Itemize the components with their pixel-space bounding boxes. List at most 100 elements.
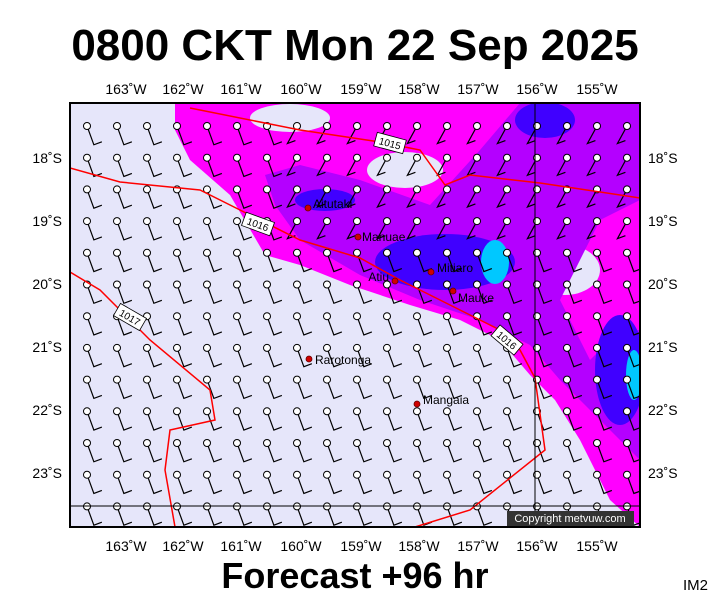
lon-label-bottom: 159˚W (340, 538, 382, 554)
wind-barb (116, 284, 133, 305)
wind-barb (116, 252, 133, 273)
station (413, 312, 421, 321)
wind-barb (476, 411, 493, 431)
station (353, 185, 361, 194)
wind-barb (416, 315, 433, 336)
wind-barb (356, 442, 373, 463)
wind-barb (356, 474, 373, 495)
lat-label-left: 19˚S (32, 213, 62, 229)
wind-barb (416, 284, 433, 305)
station (623, 312, 631, 321)
wind-barb (466, 220, 478, 240)
lon-label-top: 155˚W (576, 81, 618, 97)
station (143, 470, 151, 479)
wind-barb (206, 125, 223, 146)
station (263, 185, 271, 194)
station (113, 407, 121, 416)
station (473, 185, 481, 194)
station (413, 439, 421, 447)
wind-barb (146, 506, 163, 526)
station (203, 439, 211, 447)
isobars (70, 107, 640, 527)
station (443, 153, 451, 162)
wind-barb (326, 442, 343, 463)
station (113, 248, 121, 257)
station (413, 248, 421, 257)
station (563, 122, 571, 130)
wind-barb (296, 315, 313, 336)
wind-barb (266, 411, 283, 431)
station (413, 217, 421, 226)
station (623, 375, 631, 384)
wind-barb (176, 506, 193, 526)
wind-barb (496, 125, 508, 145)
station (623, 153, 631, 162)
station (173, 217, 181, 226)
lon-label-bottom: 163˚W (105, 538, 147, 554)
wind-barb (146, 347, 163, 368)
wind-barb (206, 189, 223, 209)
station (383, 248, 391, 257)
wind-barb (116, 315, 133, 336)
wind-barb (536, 284, 553, 305)
wind-barb (146, 474, 163, 495)
wind-barb (566, 284, 583, 305)
wind-barb (206, 157, 223, 178)
station (353, 217, 361, 226)
station (593, 153, 601, 162)
isobar-label: 1015 (373, 131, 407, 155)
station (563, 375, 571, 384)
wind-barb (526, 220, 538, 240)
station (593, 470, 601, 479)
wind-barb (266, 284, 283, 305)
wind-barb (146, 220, 163, 241)
station (173, 439, 181, 447)
station (593, 407, 601, 416)
lat-label-left: 18˚S (32, 150, 62, 166)
station (353, 407, 361, 416)
station (143, 280, 151, 289)
lon-label-top: 163˚W (105, 81, 147, 97)
wind-barb (616, 220, 628, 240)
station (503, 217, 511, 226)
station (293, 217, 301, 226)
wind-barb (266, 315, 283, 336)
station (293, 375, 301, 384)
wind-barb (536, 474, 553, 495)
station (503, 280, 511, 289)
station (83, 375, 91, 384)
wind-barb (296, 442, 313, 463)
wind-barb (266, 347, 283, 368)
wind-barb (86, 315, 103, 336)
wind-barb (536, 347, 553, 368)
wind-barb (206, 411, 223, 431)
wind-barb (356, 284, 373, 305)
wind-barb (296, 506, 313, 526)
wind-barb (206, 474, 223, 495)
station (473, 439, 481, 447)
wind-barb (236, 315, 253, 336)
station (203, 248, 211, 257)
wind-barb (346, 157, 358, 177)
wind-barb (236, 442, 253, 463)
station (473, 248, 481, 257)
wind-barb (416, 442, 433, 463)
lat-label-right: 22˚S (648, 402, 678, 418)
island-name: Mauke (458, 291, 494, 305)
isobar-line (189, 107, 640, 199)
wind-barb (496, 220, 508, 240)
station (203, 375, 211, 384)
wind-barb (316, 125, 328, 145)
station (383, 122, 391, 130)
station (83, 217, 91, 226)
wind-barb (266, 157, 283, 178)
wind-barb (86, 157, 103, 178)
wind-barb (326, 506, 343, 526)
isobar-label-box (373, 131, 407, 155)
station (353, 280, 361, 289)
station (503, 439, 511, 447)
isobar-label-box (240, 211, 276, 237)
station (83, 439, 91, 447)
station (113, 343, 121, 352)
wind-barb (386, 315, 403, 336)
